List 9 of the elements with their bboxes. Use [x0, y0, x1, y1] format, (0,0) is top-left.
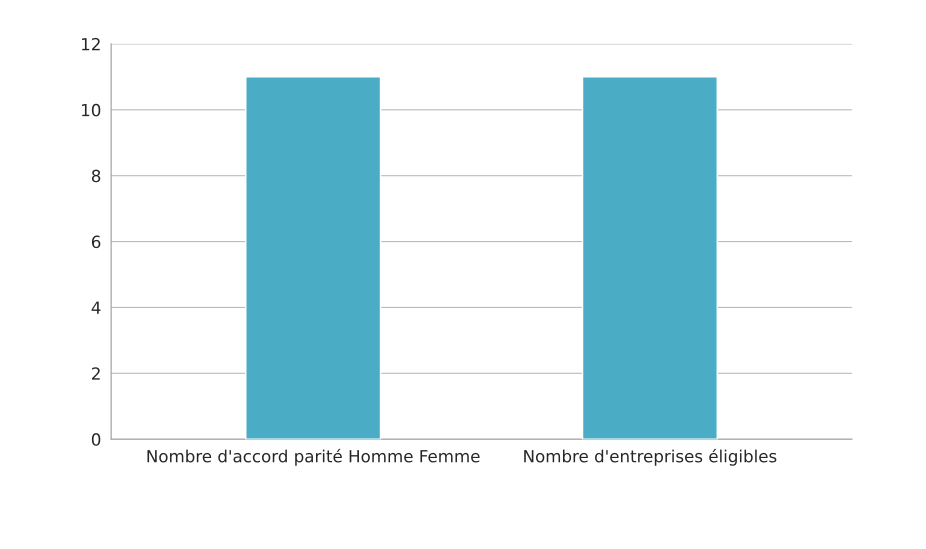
y-tick-label: 4: [92, 302, 100, 314]
y-tick-label: 12: [82, 38, 100, 50]
y-tick-label: 10: [82, 104, 100, 116]
y-tick-label: 8: [92, 170, 100, 182]
y-tick-label: 0: [92, 433, 100, 446]
x-tick-label: Nombre d'accord parité Homme Femme: [147, 448, 480, 466]
y-tick-label: 2: [92, 367, 100, 380]
x-tick-label: Nombre d'entreprises éligibles: [524, 448, 776, 466]
y-tick-label: 6: [92, 236, 100, 248]
